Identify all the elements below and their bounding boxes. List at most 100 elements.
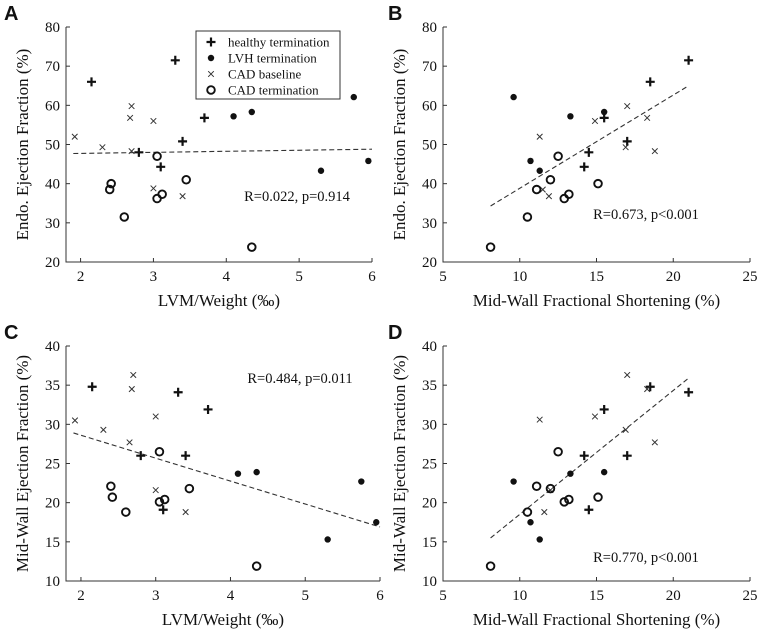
data-point: [584, 147, 594, 157]
series-cad-termination: [485, 447, 603, 571]
data-point: [154, 447, 165, 457]
stats-annotation: R=0.022, p=0.914: [244, 189, 351, 205]
series-cad-termination: [485, 151, 603, 252]
data-point: [119, 212, 130, 222]
axes-frame: [442, 27, 750, 263]
y-tick-label: 15: [45, 535, 60, 551]
data-point: [104, 184, 115, 195]
data-point: [71, 417, 79, 424]
y-axis-label: Mid-Wall Ejection Fraction (%): [390, 355, 409, 572]
data-point: [152, 486, 159, 494]
stats-annotation: R=0.770, p<0.001: [593, 550, 699, 566]
y-tick-label: 30: [45, 216, 60, 232]
series-lvh-termination: [234, 468, 380, 543]
x-axis-label: LVM/Weight (‰): [162, 610, 284, 629]
panel-letter: B: [388, 3, 402, 25]
x-axis-label: LVM/Weight (‰): [158, 291, 280, 310]
data-point: [157, 189, 167, 199]
y-tick-label: 25: [45, 457, 60, 473]
data-point: [559, 497, 570, 507]
series-cad-termination: [104, 151, 257, 252]
data-point: [593, 492, 603, 502]
y-tick-label: 20: [45, 255, 60, 271]
regression-line: [73, 432, 381, 528]
x-tick-label: 4: [227, 588, 235, 604]
data-point: [126, 114, 134, 122]
data-point: [106, 481, 116, 491]
y-axis-label: Mid-Wall Ejection Fraction (%): [13, 355, 32, 572]
data-point: [159, 494, 170, 505]
legend-label: CAD baseline: [228, 67, 302, 82]
data-point: [644, 114, 651, 122]
y-tick-label: 60: [422, 98, 437, 114]
x-tick-label: 25: [743, 588, 758, 604]
legend-box: [195, 30, 341, 100]
y-axis-label: Endo. Ejection Fraction (%): [390, 49, 409, 241]
data-point: [134, 147, 144, 157]
x-tick-label: 10: [512, 269, 527, 285]
data-point: [128, 148, 135, 155]
data-point: [121, 507, 131, 517]
data-point: [350, 93, 357, 101]
data-point: [645, 382, 655, 392]
data-point: [591, 117, 599, 125]
series-healthy-termination: [579, 55, 694, 172]
series-lvh-termination: [510, 468, 608, 543]
x-tick-label: 5: [301, 588, 309, 604]
data-point: [253, 468, 260, 476]
y-axis-label: Endo. Ejection Fraction (%): [13, 49, 32, 241]
data-point: [126, 439, 133, 446]
series-healthy-termination: [87, 382, 213, 515]
data-point: [130, 371, 137, 379]
data-point: [584, 505, 594, 515]
data-point: [184, 483, 195, 494]
data-point: [358, 478, 365, 485]
x-tick-label: 3: [152, 588, 160, 604]
x-tick-label: 5: [439, 269, 447, 285]
data-point: [553, 151, 563, 161]
y-tick-label: 30: [422, 417, 437, 433]
data-point: [248, 108, 255, 116]
data-point: [545, 483, 556, 494]
data-point: [536, 133, 543, 140]
series-cad-termination: [106, 447, 262, 571]
data-point: [181, 174, 191, 185]
axes-frame: [442, 346, 750, 582]
data-point: [567, 470, 574, 477]
series-healthy-termination: [87, 55, 209, 172]
stats-annotation: R=0.484, p=0.011: [247, 371, 352, 387]
data-point: [644, 385, 651, 393]
y-tick-label: 70: [45, 59, 60, 75]
y-tick-label: 35: [45, 378, 60, 394]
y-tick-label: 20: [422, 496, 437, 512]
y-tick-label: 40: [422, 177, 437, 193]
x-tick-label: 10: [512, 588, 527, 604]
data-point: [564, 494, 574, 505]
data-point: [545, 193, 553, 200]
data-point: [553, 447, 563, 457]
x-tick-label: 4: [223, 269, 231, 285]
data-point: [531, 184, 542, 195]
data-point: [251, 561, 262, 571]
data-point: [624, 371, 631, 379]
data-point: [87, 382, 97, 392]
data-point: [545, 174, 556, 185]
data-point: [203, 404, 213, 414]
y-tick-label: 30: [45, 417, 60, 433]
data-point: [324, 536, 331, 543]
data-point: [600, 468, 608, 476]
data-point: [684, 387, 694, 397]
data-point: [247, 242, 257, 252]
series-healthy-termination: [579, 382, 694, 515]
data-point: [173, 387, 183, 397]
data-point: [651, 148, 658, 155]
data-point: [564, 189, 574, 199]
data-point: [152, 151, 162, 161]
y-tick-label: 50: [422, 138, 437, 154]
panel-letter: D: [388, 322, 402, 344]
data-point: [567, 113, 574, 120]
y-tick-label: 40: [45, 339, 60, 355]
data-point: [622, 451, 632, 461]
data-point: [536, 416, 543, 423]
data-point: [591, 413, 599, 420]
